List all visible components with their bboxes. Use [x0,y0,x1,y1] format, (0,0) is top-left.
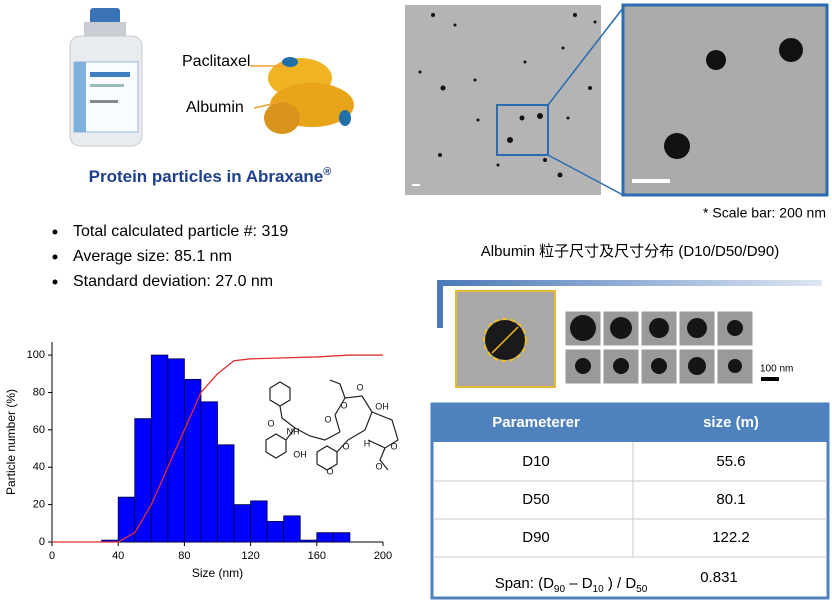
bracket [437,280,443,328]
molecule [265,379,399,471]
bullet-dot [52,229,58,235]
vial-image [69,8,143,147]
particle-image [455,290,556,388]
span-part: 90 [554,584,566,595]
thumbnail-particle [727,320,743,336]
x-tick-label: 80 [178,550,190,562]
atom-label: O [342,441,349,451]
bar [266,521,285,543]
table-header [433,405,827,442]
thumbnail-particle [651,358,667,374]
bar [150,354,169,543]
table-cell: 122.2 [712,529,750,546]
tem-image [405,3,829,197]
atom-label: OH [293,449,307,459]
thumbnail-particle [687,318,707,338]
span-part: ) / D [604,575,637,592]
y-axis-label: Particle number (%) [4,389,18,495]
y-tick-label: 100 [27,349,45,361]
x-tick-label: 120 [241,550,259,562]
thumbnail-particle [688,357,706,375]
bullet: Average size: 85.1 nm [73,248,232,265]
bullet: Total calculated particle #: 319 [73,223,288,240]
bar [183,378,202,543]
table-cell: D50 [522,491,550,508]
thumbnail-particle [728,359,742,373]
bullet-dot [52,254,58,260]
table-cell: D10 [522,453,550,470]
atom-label: O [326,466,333,476]
label: Paclitaxel [182,53,250,70]
atom-label: O [340,400,347,410]
table-header-cell: size (m) [703,414,759,431]
protein-image [250,57,354,134]
table-cell: 55.6 [716,453,745,470]
table-header-cell: Parameterer [492,414,580,431]
bullet-dot [52,279,58,285]
x-tick-label: 200 [374,550,392,562]
bar [233,504,252,543]
scale-label: 100 nm [760,364,793,375]
atom-label: O [324,414,331,424]
bar [117,496,136,543]
bullet: Standard deviation: 27.0 nm [73,273,273,290]
table-cell: Span: (D90 – D10 ) / D50 [495,575,648,595]
thumbnail [678,348,716,385]
section-title: Albumin 粒子尺寸及尺寸分布 (D10/D50/D90) [481,243,779,260]
thumbnail-particle [613,358,629,374]
table-cell: 0.831 [700,569,738,586]
thumbnail [640,348,678,385]
span-part: 50 [636,584,648,595]
bar [200,401,218,543]
y-tick-label: 80 [33,386,45,398]
y-tick-label: 20 [33,499,45,511]
bar [250,500,268,543]
cumulative-line [52,354,383,543]
y-tick-label: 0 [39,536,45,548]
thumbnail-particle [649,318,669,338]
scale-note: * Scale bar: 200 nm [703,205,826,221]
span-part: 10 [593,584,605,595]
atom-label: O [267,418,274,428]
y-tick-label: 60 [33,424,45,436]
thumbnail-particle [575,358,591,374]
thumbnail-particle [570,315,596,341]
table-cell: D90 [522,529,550,546]
atom-label: OH [375,401,389,411]
thumbnail [602,310,640,347]
bar [283,515,301,543]
chart: 0 20 40 60 80 100 0 40 80 120 160 200 Size (nm) Parti… [4,342,392,580]
label: Albumin [186,99,244,116]
bar [134,418,152,543]
atom-label: O [375,461,382,471]
x-tick-label: 0 [49,550,55,562]
atom-label: H [364,438,371,448]
title-mark: ® [323,166,331,178]
span-part: Span: (D [495,575,554,592]
title-text: Protein particles in Abraxane [89,167,324,186]
bar [316,532,334,543]
x-tick-label: 40 [112,550,124,562]
y-tick-label: 40 [33,461,45,473]
thumbnails [564,310,754,385]
bracket [437,280,822,286]
atom-label: NH [287,426,300,436]
atom-label: O [390,441,397,451]
thumbnail-particle [610,317,632,339]
x-tick-label: 160 [308,550,326,562]
bar [332,532,351,543]
bar [217,444,235,543]
bar [167,358,185,543]
bar [299,539,318,543]
atom-label: O [356,382,363,392]
x-axis-label: Size (nm) [192,566,243,580]
title: Protein particles in Abraxane® [89,166,332,187]
span-part: – D [565,575,593,592]
table-cell: 80.1 [716,491,745,508]
scale-bar [761,377,779,381]
